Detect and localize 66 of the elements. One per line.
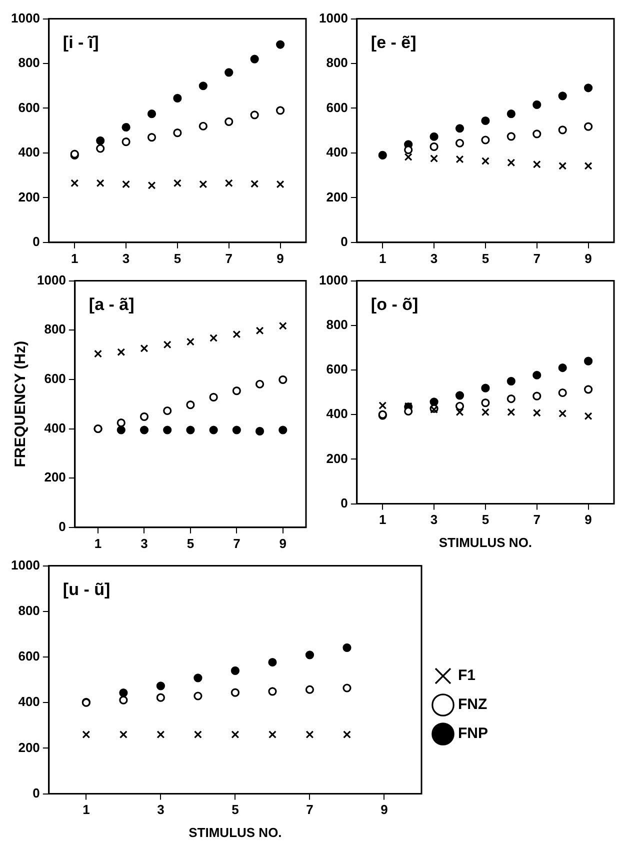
x-tick-label: 9 xyxy=(279,536,287,551)
y-tick-label: 800 xyxy=(326,316,348,332)
x-tick-label: 3 xyxy=(157,802,164,818)
y-tick-label: 0 xyxy=(340,495,348,510)
y-axis-title: FREQUENCY (Hz) xyxy=(12,340,30,468)
y-tick-label: 0 xyxy=(32,785,40,800)
x-tick-label: 3 xyxy=(430,512,438,528)
annotation: [o - õ] xyxy=(370,294,418,314)
x-tick-label: 7 xyxy=(306,802,314,818)
x-tick-label: 7 xyxy=(533,250,540,266)
y-tick-label: 400 xyxy=(44,420,66,436)
x-tick-label: 1 xyxy=(379,512,386,528)
annotation: [a - ã] xyxy=(88,294,134,314)
x-tick-label: 9 xyxy=(584,512,592,528)
x-tick-label: 9 xyxy=(276,250,284,266)
x-tick-label: 9 xyxy=(380,802,388,818)
y-tick-label: 200 xyxy=(18,740,40,755)
x-tick-label: 5 xyxy=(186,536,194,551)
y-tick-label: 0 xyxy=(340,234,348,249)
y-tick-label: 400 xyxy=(326,144,348,160)
x-tick-label: 5 xyxy=(482,512,490,528)
x-tick-label: 3 xyxy=(140,536,148,551)
x-tick-label: 1 xyxy=(94,536,102,551)
y-tick-label: 400 xyxy=(18,694,40,710)
legend-label: FNP xyxy=(458,725,488,742)
x-tick-label: 5 xyxy=(482,250,490,266)
legend-label: FNZ xyxy=(458,696,488,714)
y-tick-label: 600 xyxy=(18,100,40,115)
y-tick-label: 1000 xyxy=(319,272,348,288)
y-tick-label: 1000 xyxy=(11,557,40,572)
x-tick-label: 1 xyxy=(82,802,90,818)
y-tick-label: 1000 xyxy=(319,10,348,26)
y-tick-label: 1000 xyxy=(11,10,40,26)
x-tick-label: 5 xyxy=(232,802,239,818)
annotation: [u - ũ] xyxy=(62,580,110,599)
x-tick-label: 7 xyxy=(233,536,240,551)
y-tick-label: 600 xyxy=(326,100,348,115)
y-tick-label: 400 xyxy=(18,144,40,160)
x-tick-label: 5 xyxy=(174,250,182,266)
y-tick-label: 600 xyxy=(44,371,66,386)
y-tick-label: 200 xyxy=(326,450,348,466)
annotation: [i - ĩ] xyxy=(62,32,99,52)
x-tick-label: 3 xyxy=(122,250,130,266)
y-tick-label: 0 xyxy=(58,518,66,534)
x-tick-label: 1 xyxy=(379,250,386,266)
legend-label: F1 xyxy=(458,667,476,684)
y-tick-label: 200 xyxy=(326,189,348,204)
x-axis-title: STIMULUS NO. xyxy=(188,824,282,840)
y-tick-label: 400 xyxy=(326,406,348,422)
y-tick-label: 600 xyxy=(326,362,348,377)
x-tick-label: 7 xyxy=(225,250,232,266)
y-tick-label: 800 xyxy=(44,322,66,337)
y-tick-label: 1000 xyxy=(37,272,66,288)
annotation: [e - ẽ] xyxy=(370,32,416,52)
y-tick-label: 800 xyxy=(326,55,348,70)
x-axis-title: STIMULUS NO. xyxy=(438,534,532,550)
y-tick-label: 200 xyxy=(44,470,66,485)
y-tick-label: 800 xyxy=(18,602,40,618)
x-tick-label: 7 xyxy=(533,512,540,528)
x-tick-label: 3 xyxy=(430,250,438,266)
y-tick-label: 0 xyxy=(32,234,40,249)
x-tick-label: 1 xyxy=(71,250,78,266)
y-tick-label: 600 xyxy=(18,648,40,664)
x-tick-label: 9 xyxy=(584,250,592,266)
y-tick-label: 800 xyxy=(18,55,40,70)
y-tick-label: 200 xyxy=(18,189,40,204)
